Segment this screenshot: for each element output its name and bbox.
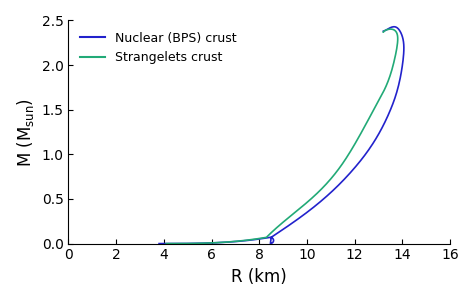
Nuclear (BPS) crust <box>202 241 208 245</box>
Nuclear (BPS) crust <box>369 143 375 147</box>
Strangelets crust <box>310 195 316 199</box>
Line: Nuclear (BPS) crust: Nuclear (BPS) crust <box>159 27 404 244</box>
Y-axis label: M (M$_{\rm sun}$): M (M$_{\rm sun}$) <box>15 98 36 166</box>
Nuclear (BPS) crust <box>302 212 308 216</box>
Nuclear (BPS) crust <box>156 242 162 245</box>
Strangelets crust <box>262 236 267 240</box>
Strangelets crust <box>381 30 386 34</box>
Strangelets crust <box>171 242 176 245</box>
Strangelets crust <box>388 27 393 31</box>
Strangelets crust <box>389 68 395 72</box>
Strangelets crust <box>164 242 169 245</box>
Nuclear (BPS) crust <box>367 147 373 150</box>
Strangelets crust <box>367 114 373 118</box>
Nuclear (BPS) crust <box>375 133 381 137</box>
Line: Strangelets crust: Strangelets crust <box>166 29 398 244</box>
X-axis label: R (km): R (km) <box>231 268 287 286</box>
Strangelets crust <box>332 172 337 176</box>
Nuclear (BPS) crust <box>360 156 366 159</box>
Nuclear (BPS) crust <box>381 29 386 33</box>
Nuclear (BPS) crust <box>392 25 397 29</box>
Legend: Nuclear (BPS) crust, Strangelets crust: Nuclear (BPS) crust, Strangelets crust <box>75 27 241 69</box>
